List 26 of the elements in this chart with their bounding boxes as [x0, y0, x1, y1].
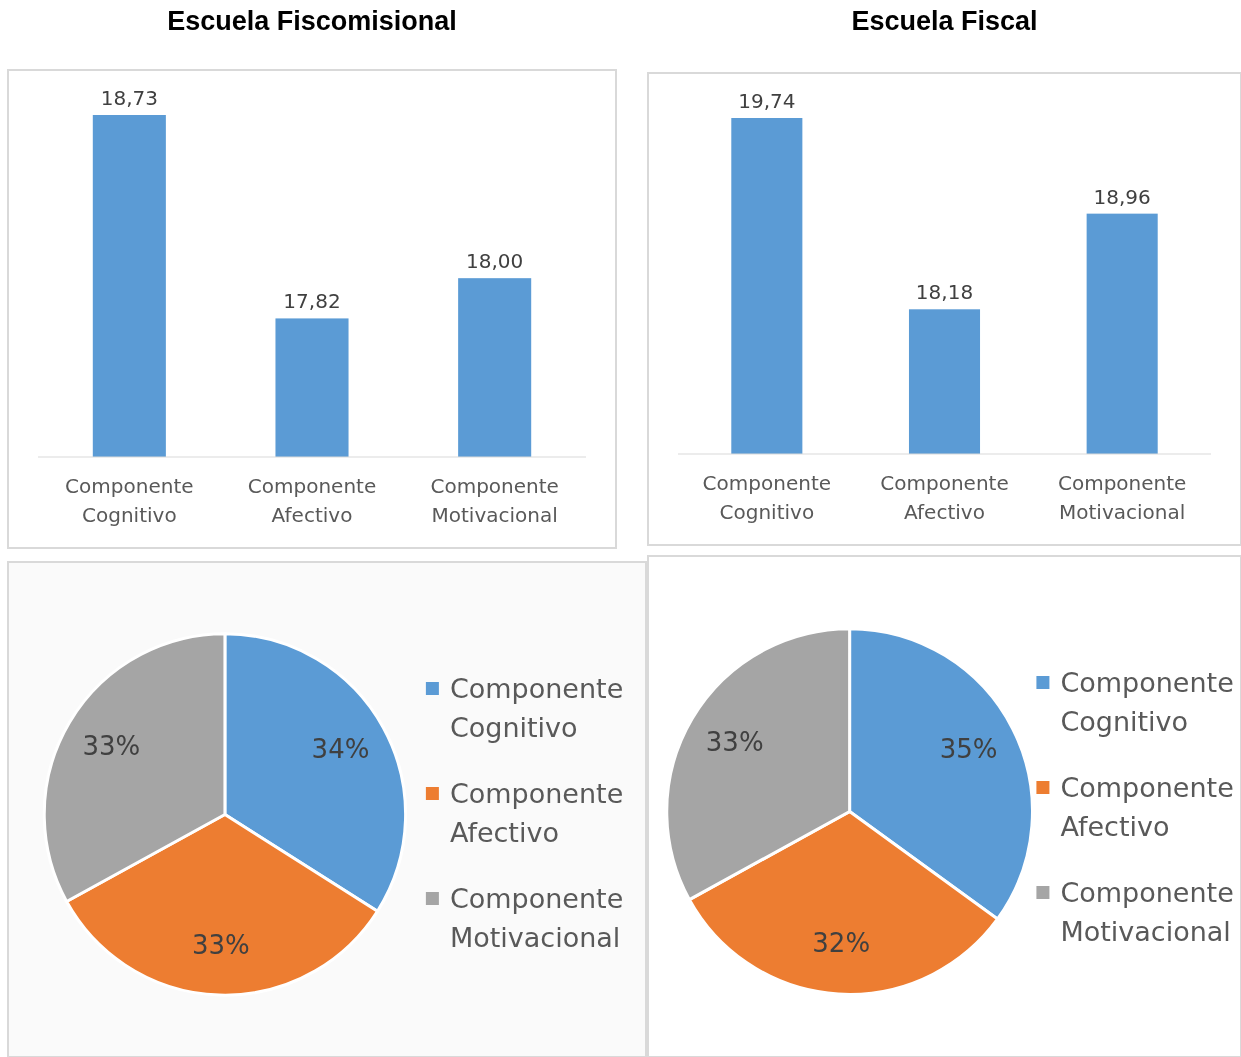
legend-label: Componente Motivacional — [1060, 877, 1234, 947]
data-label: 17,82 — [283, 289, 341, 314]
legend-label: Componente Cognitivo — [1060, 667, 1234, 737]
data-label: 18,00 — [466, 249, 524, 274]
data-label: 18,73 — [100, 86, 158, 110]
x-tick-label: Componente Afectivo — [247, 474, 377, 527]
x-tick-label: Componente Motivacional — [430, 474, 559, 527]
data-label: 19,74 — [738, 89, 796, 113]
x-tick-label: Componente Cognitivo — [702, 471, 832, 524]
data-label: 35% — [939, 734, 998, 765]
x-tick-label: Componente Cognitivo — [65, 474, 194, 527]
data-label: 34% — [311, 734, 370, 765]
legend-label: Componente Afectivo — [449, 778, 624, 848]
data-label: 18,18 — [915, 280, 974, 305]
legend-label: Componente Afectivo — [1060, 772, 1234, 842]
legend-label: Componente Cognitivo — [449, 673, 624, 743]
data-label: 33% — [82, 730, 141, 761]
legend-label: Componente Motivacional — [449, 883, 624, 953]
data-label: 18,96 — [1093, 184, 1151, 209]
x-tick-label: Componente Afectivo — [880, 471, 1009, 524]
chart-title: Escuela Fiscal — [851, 6, 1038, 36]
data-label: 33% — [191, 929, 250, 960]
x-tick-label: Componente Motivacional — [1057, 471, 1187, 524]
data-label: 32% — [812, 928, 871, 959]
data-label: 33% — [705, 727, 764, 758]
chart-title: Escuela Fiscomisional — [167, 6, 457, 36]
